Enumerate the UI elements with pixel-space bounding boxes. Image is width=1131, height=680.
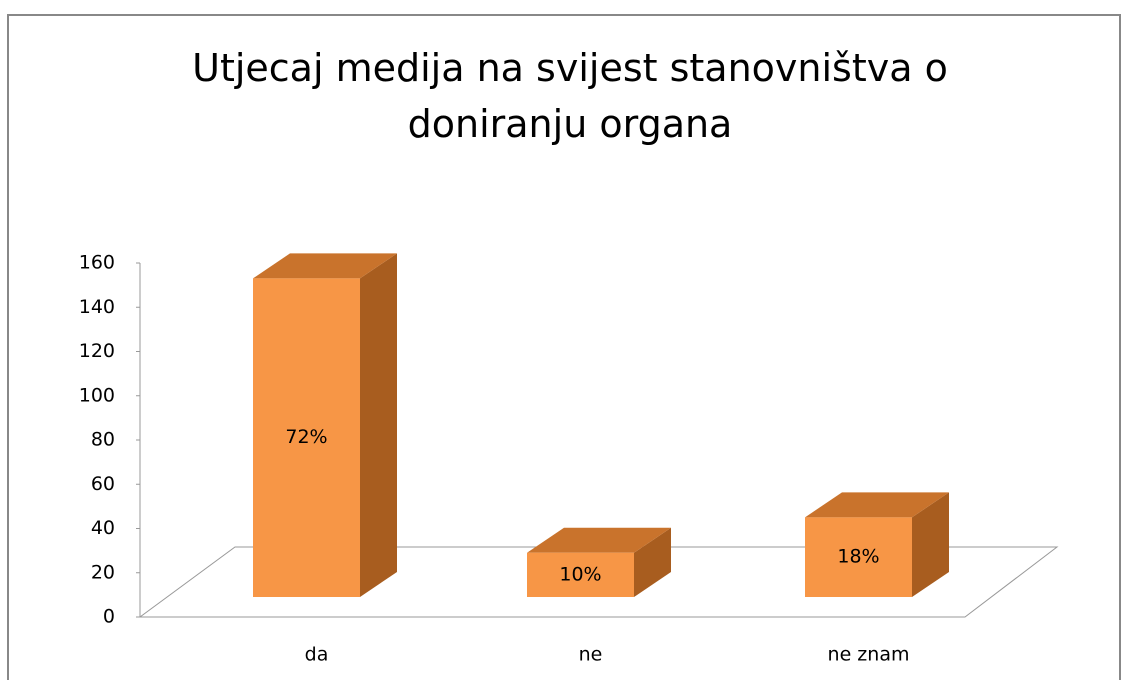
y-tick-label: 160 [79, 252, 115, 274]
bar-side [634, 527, 671, 597]
y-tick-label: 0 [103, 606, 115, 628]
data-label: 72% [285, 426, 327, 448]
bar-top [527, 527, 671, 553]
bar [805, 492, 949, 597]
y-tick-label: 120 [79, 340, 115, 362]
data-label: 18% [837, 546, 879, 568]
y-tick-label: 140 [79, 296, 115, 318]
chart-title: Utjecaj medija na svijest stanovništva o… [192, 46, 948, 146]
y-tick-label: 40 [91, 517, 115, 539]
bar-top [253, 253, 397, 279]
bar [253, 253, 397, 597]
bar [527, 527, 671, 597]
bar-front [253, 278, 360, 597]
bar-side [912, 492, 949, 597]
x-tick-label: da [305, 644, 329, 666]
bar-side [360, 253, 397, 597]
title-box: Utjecaj medija na svijest stanovništva o… [192, 46, 948, 146]
floor [138, 546, 1059, 618]
y-tick-label: 60 [91, 473, 115, 495]
x-tick-label: ne znam [828, 644, 910, 666]
data-label: 10% [559, 563, 601, 585]
bar-front [527, 552, 634, 597]
bar-top [805, 492, 949, 518]
bar-front [805, 517, 912, 597]
x-tick-label: ne [579, 644, 603, 666]
y-tick-label: 80 [91, 429, 115, 451]
y-tick-label: 100 [79, 384, 115, 406]
y-tick-label: 20 [91, 561, 115, 583]
